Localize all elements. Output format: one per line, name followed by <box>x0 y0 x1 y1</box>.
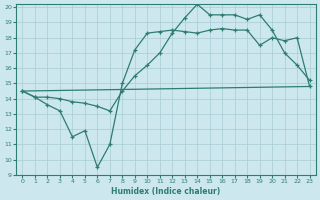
X-axis label: Humidex (Indice chaleur): Humidex (Indice chaleur) <box>111 187 221 196</box>
